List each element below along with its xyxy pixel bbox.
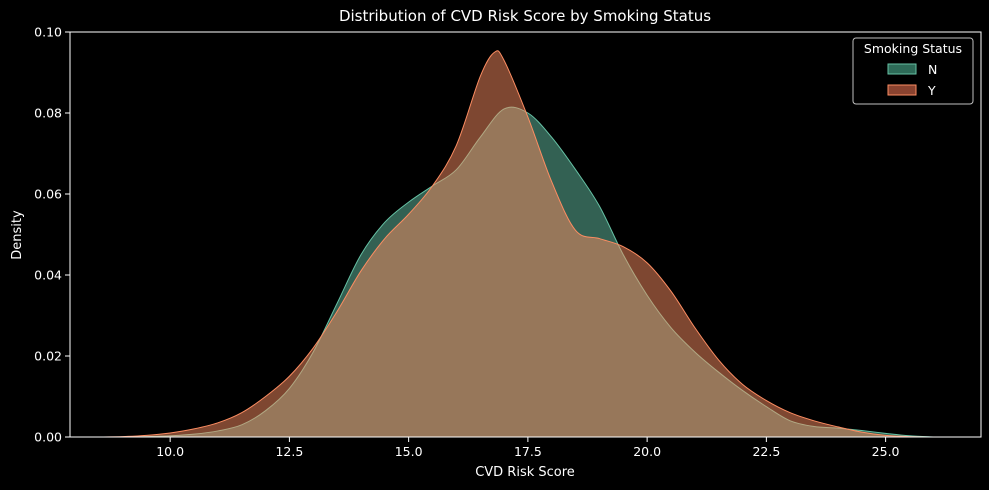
legend-label-n: N [928,62,937,77]
x-axis-label: CVD Risk Score [475,465,575,480]
x-tick-label: 25.0 [872,444,900,459]
axes-frame [69,31,982,438]
y-tick-label: 0.10 [34,25,62,40]
x-tick-label: 10.0 [156,444,184,459]
y-tick-label: 0.02 [34,349,62,364]
y-tick-label: 0.00 [34,430,62,445]
x-tick-label: 20.0 [633,444,661,459]
x-tick-label: 22.5 [752,444,780,459]
legend-items: NY [887,62,937,98]
density-area-y [98,50,934,437]
legend: Smoking Status NY [852,37,974,105]
x-tick-label: 15.0 [395,444,423,459]
series-layer [98,50,934,438]
y-axis-ticks: 0.00 0.02 0.04 0.06 0.08 0.10 [34,25,70,445]
y-tick-label: 0.08 [34,106,62,121]
y-tick-label: 0.04 [34,268,62,283]
density-line-y [98,50,934,438]
x-axis-ticks: 10.0 12.5 15.0 17.5 20.0 22.5 25.0 [156,437,900,459]
legend-swatch-y [887,84,917,96]
x-tick-label: 12.5 [275,444,303,459]
y-tick-label: 0.06 [34,187,62,202]
legend-title: Smoking Status [864,41,962,56]
plot-area [69,31,982,438]
x-tick-label: 17.5 [514,444,542,459]
legend-swatch-n [887,63,917,75]
chart-title: Distribution of CVD Risk Score by Smokin… [339,7,711,25]
legend-label-y: Y [927,83,936,98]
y-axis-label: Density [10,210,25,260]
